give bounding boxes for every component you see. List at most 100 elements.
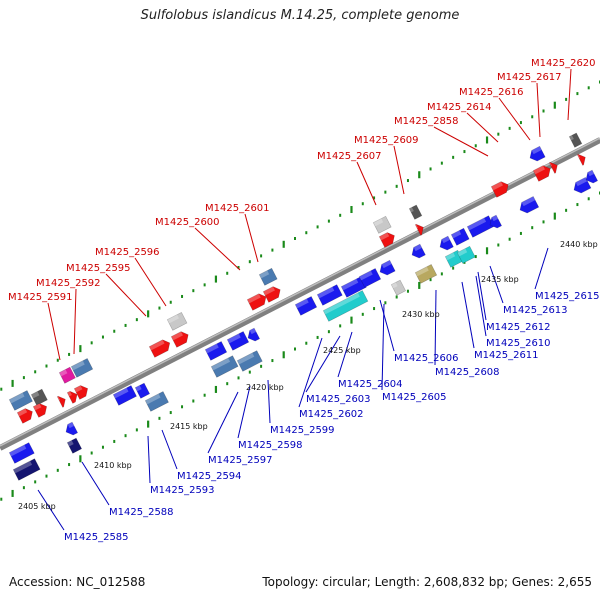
label-leader: [536, 82, 541, 138]
gene-feature: [490, 181, 509, 198]
gene-feature: [73, 385, 89, 400]
gene-shine: [263, 286, 275, 296]
label-leader: [477, 271, 487, 321]
gene-feature: [358, 268, 382, 288]
accession-text: Accession: NC_012588: [9, 575, 146, 589]
scale-label: 2410 kbp: [94, 461, 132, 470]
gene-shape: [358, 268, 382, 288]
gene-feature: [532, 165, 551, 182]
gene-shine: [391, 282, 398, 289]
gene-shape: [65, 421, 79, 436]
gene-feature: [30, 388, 48, 406]
gene-feature: [144, 391, 169, 412]
gene-shine: [67, 391, 72, 397]
label-leader: [207, 391, 239, 454]
gene-shine: [171, 331, 183, 341]
label-leader: [105, 273, 147, 317]
gene-shine: [9, 392, 25, 404]
gene-label-top: M1425_2607: [317, 151, 382, 162]
gene-feature: [519, 196, 540, 214]
gene-shape: [379, 259, 396, 276]
gene-feature: [294, 296, 318, 316]
gene-shape: [390, 279, 407, 296]
gene-feature: [65, 421, 79, 436]
gene-feature: [529, 145, 546, 162]
gene-shine: [341, 278, 359, 291]
gene-shape: [456, 245, 476, 264]
gene-label-top: M1425_2600: [155, 217, 220, 228]
gene-shine: [451, 230, 462, 239]
label-leader: [37, 489, 65, 531]
gene-feature: [134, 382, 151, 399]
gene-shine: [67, 422, 75, 429]
gene-shape: [70, 358, 94, 378]
genome-backbone: [0, 137, 600, 451]
gene-shape: [372, 215, 392, 234]
gene-feature: [226, 331, 250, 351]
gene-feature: [379, 259, 396, 276]
label-leader: [379, 299, 395, 352]
label-leader: [433, 126, 489, 157]
gene-shape: [573, 176, 592, 194]
gene-shine: [359, 270, 373, 281]
gene-label-bottom: M1425_2603: [306, 394, 371, 405]
gene-feature: [414, 223, 424, 236]
gene-shine: [445, 252, 456, 261]
gene-label-top: M1425_2858: [394, 116, 459, 127]
gene-label-top: M1425_2596: [95, 247, 160, 258]
gene-shine: [113, 387, 129, 399]
gene-shine: [587, 170, 595, 177]
genome-backbone-highlight: [0, 137, 600, 447]
gene-shine: [521, 196, 536, 207]
gene-shape: [576, 153, 586, 166]
gene-labels: M1425_2591 M1425_2592 M1425_2595 M1425_2596…: [8, 58, 600, 543]
gene-label-bottom: M1425_2615: [535, 291, 600, 302]
gene-shine: [67, 440, 74, 447]
gene-label-top: M1425_2617: [497, 72, 562, 83]
gene-shape: [490, 181, 509, 198]
scale-label: 2430 kbp: [402, 310, 440, 319]
gene-label-top: M1425_2595: [66, 263, 131, 274]
gene-shape: [414, 223, 424, 236]
label-leader: [466, 112, 499, 143]
gene-feature: [262, 286, 281, 303]
label-leader: [47, 302, 61, 361]
gene-shine: [577, 154, 581, 159]
gene-shine: [409, 207, 414, 213]
gene-label-bottom: M1425_2585: [64, 532, 129, 543]
scale-label: 2440 kbp: [560, 240, 598, 249]
gene-feature: [378, 232, 395, 248]
gene-shine: [569, 135, 574, 141]
gene-feature: [408, 204, 423, 220]
gene-shape: [294, 296, 318, 316]
gene-shine: [381, 260, 392, 269]
label-leader: [134, 257, 167, 307]
gene-label-bottom: M1425_2605: [382, 392, 447, 403]
gene-feature: [58, 366, 76, 384]
gene-shape: [56, 395, 66, 408]
gene-shine: [59, 369, 68, 377]
gene-label-bottom: M1425_2602: [299, 409, 364, 420]
gene-label-top: M1425_2591: [8, 292, 73, 303]
gene-label-bottom: M1425_2613: [503, 305, 568, 316]
gene-shape: [519, 196, 540, 214]
gene-shape: [134, 382, 151, 399]
gene-label-top: M1425_2620: [531, 58, 596, 69]
gene-shape: [148, 339, 171, 358]
label-leader: [244, 213, 259, 263]
gene-shine: [211, 357, 231, 371]
tick-marks: [0, 80, 600, 501]
gene-feature: [166, 311, 188, 331]
gene-feature: [450, 227, 470, 246]
gene-feature: [8, 390, 33, 411]
gene-label-bottom: M1425_2610: [486, 338, 551, 349]
label-leader: [393, 145, 405, 195]
gene-shape: [439, 235, 454, 251]
gene-shine: [17, 408, 28, 417]
gene-feature: [16, 408, 33, 424]
gene-label-bottom: M1425_2612: [486, 322, 551, 333]
gene-feature: [340, 276, 367, 298]
gene-shape: [414, 264, 438, 284]
gene-shine: [467, 217, 487, 231]
